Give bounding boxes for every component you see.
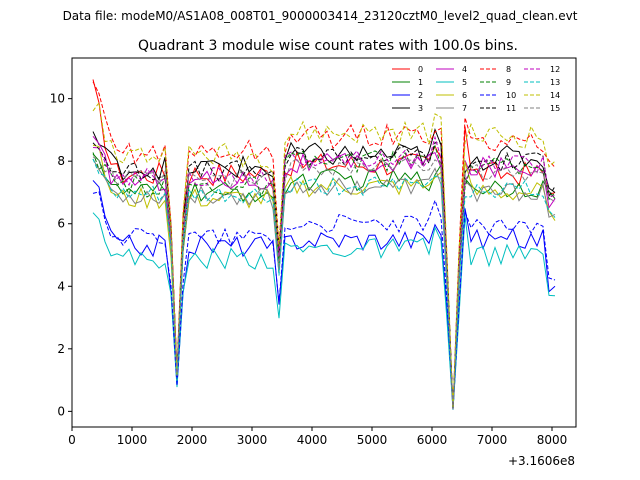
- legend-label-12: 12: [550, 65, 560, 74]
- x-tick-label: 4000: [297, 433, 328, 447]
- axes-frame: [71, 57, 577, 428]
- legend-label-11: 11: [506, 104, 516, 113]
- x-tick-label: 6000: [417, 433, 448, 447]
- series-line-15: [92, 156, 556, 410]
- series-layer: [92, 79, 556, 410]
- legend-label-2: 2: [418, 91, 423, 100]
- legend-label-0: 0: [418, 65, 423, 74]
- y-tick-label: 4: [57, 279, 65, 293]
- series-line-7: [92, 158, 556, 410]
- legend-label-1: 1: [418, 78, 423, 87]
- legend-label-9: 9: [506, 78, 511, 87]
- legend-label-4: 4: [462, 65, 467, 74]
- series-line-8: [92, 81, 556, 409]
- chart-title: Quadrant 3 module wise count rates with …: [138, 38, 518, 54]
- x-tick-label: 2000: [177, 433, 208, 447]
- series-line-13: [92, 158, 556, 410]
- series-line-5: [92, 212, 556, 410]
- legend-label-13: 13: [550, 78, 560, 87]
- x-offset-label: +3.1606e8: [508, 454, 575, 468]
- series-line-11: [92, 142, 556, 409]
- legend-label-6: 6: [462, 91, 467, 100]
- series-line-12: [92, 135, 556, 409]
- x-tick-label: 0: [68, 433, 76, 447]
- y-tick-label: 0: [57, 404, 65, 418]
- series-line-6: [92, 144, 556, 410]
- legend-label-14: 14: [550, 91, 560, 100]
- y-tick-label: 10: [50, 92, 65, 106]
- legend-label-15: 15: [550, 104, 560, 113]
- y-tick-label: 8: [57, 154, 65, 168]
- ticks-layer: 0 1000 2000 3000 4000 5000 6000 7000 8000 0 2 4 6 8 10: [50, 92, 568, 447]
- y-tick-label: 6: [57, 217, 65, 231]
- chart-suptitle: Data file: modeM0/AS1A08_008T01_90000034…: [63, 9, 578, 23]
- x-tick-label: 3000: [237, 433, 268, 447]
- x-tick-label: 8000: [537, 433, 568, 447]
- series-line-2: [92, 180, 556, 410]
- legend-label-3: 3: [418, 104, 423, 113]
- legend-label-10: 10: [506, 91, 516, 100]
- legend-label-5: 5: [462, 78, 467, 87]
- x-tick-label: 7000: [477, 433, 508, 447]
- legend-label-8: 8: [506, 65, 511, 74]
- y-tick-label: 2: [57, 342, 65, 356]
- legend-label-7: 7: [462, 104, 467, 113]
- x-tick-label: 1000: [117, 433, 148, 447]
- series-line-14: [92, 101, 556, 409]
- x-tick-label: 5000: [357, 433, 388, 447]
